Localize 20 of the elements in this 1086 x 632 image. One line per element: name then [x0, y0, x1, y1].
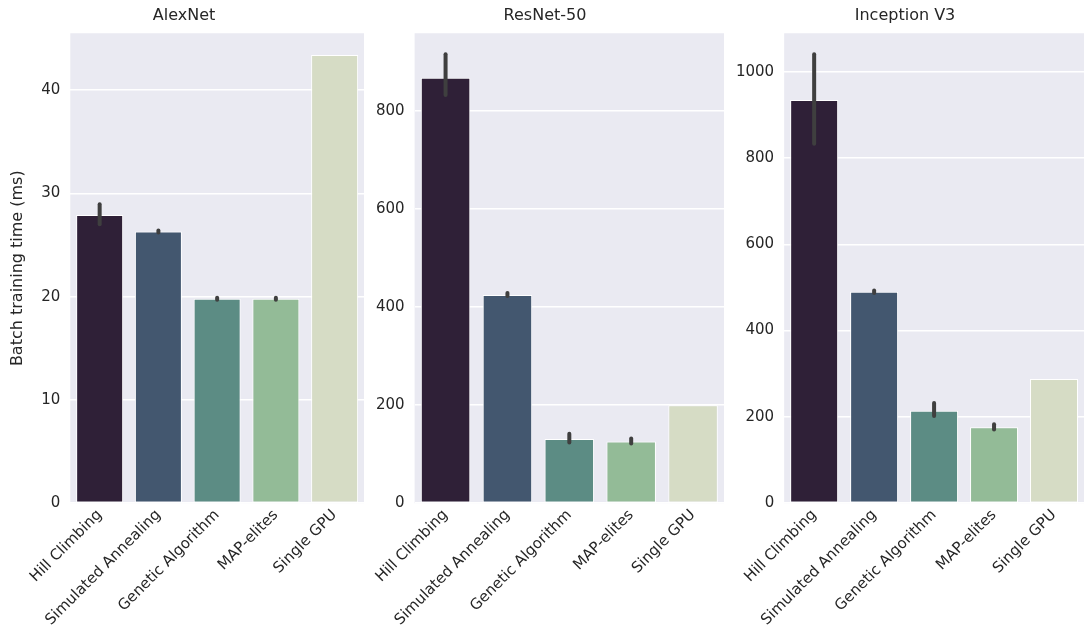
y-tick-label: 40 [41, 79, 61, 98]
chart-title: ResNet-50 [503, 4, 587, 24]
y-axis-title: Batch training time (ms) [6, 170, 26, 367]
y-tick-label: 400 [375, 297, 405, 316]
y-tick-label: 200 [745, 406, 775, 425]
y-tick-label: 400 [745, 320, 775, 339]
y-tick-label: 0 [50, 493, 61, 512]
y-tick-label: 20 [41, 286, 61, 305]
y-tick-label: 0 [395, 493, 405, 512]
chart-title: Inception V3 [854, 4, 956, 24]
chart-title: AlexNet [152, 4, 216, 24]
y-tick-label: 800 [375, 101, 405, 120]
y-tick-label: 0 [764, 493, 775, 512]
y-tick-label: 1000 [735, 61, 775, 80]
y-tick-label: 800 [745, 147, 775, 166]
y-tick-label: 10 [41, 389, 61, 408]
y-tick-label: 200 [375, 395, 405, 414]
y-tick-label: 600 [745, 234, 775, 253]
y-tick-label: 30 [41, 183, 61, 202]
y-tick-label: 600 [375, 199, 405, 218]
